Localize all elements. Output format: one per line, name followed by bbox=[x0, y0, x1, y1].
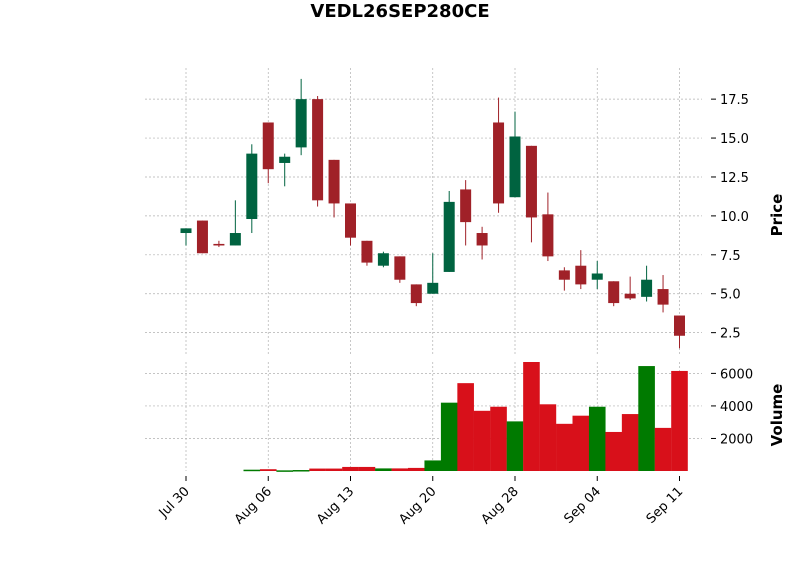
volume-bar bbox=[490, 406, 507, 471]
candle-body bbox=[361, 240, 373, 263]
price-tick-label: 7.5 bbox=[720, 249, 741, 264]
candle-body bbox=[345, 203, 356, 238]
volume-bar bbox=[358, 466, 376, 471]
candle-body bbox=[377, 253, 389, 266]
volume-bar bbox=[638, 366, 655, 471]
price-axis: 2.5 5.0 7.5 10.0 12.5 15.0 17.5 bbox=[711, 93, 749, 342]
candles-layer bbox=[180, 78, 685, 349]
candle-body bbox=[213, 243, 225, 246]
candle-body bbox=[575, 265, 587, 285]
volume-bar bbox=[408, 467, 425, 471]
price-axis-label: Price bbox=[768, 194, 786, 237]
price-tick-label: 2.5 bbox=[720, 327, 741, 342]
candle-body bbox=[657, 289, 669, 305]
price-tick-label: 15.0 bbox=[720, 132, 749, 147]
price-tick-label: 17.5 bbox=[720, 93, 749, 108]
chart-title: VEDL26SEP280CE bbox=[310, 1, 489, 22]
x-tick-label: Aug 20 bbox=[396, 484, 439, 527]
candle-body bbox=[196, 220, 208, 254]
volume-bar bbox=[605, 431, 622, 471]
candle-body bbox=[246, 153, 258, 220]
candle-body bbox=[460, 189, 472, 223]
x-tick-label: Sep 04 bbox=[562, 484, 605, 527]
candle-body bbox=[476, 233, 488, 246]
volume-bar bbox=[588, 406, 606, 471]
price-tick-label: 10.0 bbox=[720, 210, 749, 225]
candle-body bbox=[509, 136, 521, 198]
volume-bar bbox=[325, 468, 343, 471]
candle-body bbox=[608, 281, 620, 304]
candle-body bbox=[443, 201, 455, 272]
candle-body bbox=[229, 233, 241, 246]
candle-body bbox=[180, 228, 192, 234]
volume-bar bbox=[473, 410, 491, 471]
candle-body bbox=[674, 315, 685, 336]
candle-body bbox=[279, 156, 291, 163]
volume-tick-label: 4000 bbox=[720, 400, 753, 415]
volume-bar bbox=[309, 468, 326, 471]
volume-tick-label: 6000 bbox=[720, 367, 753, 382]
candle-body bbox=[542, 214, 554, 257]
volume-bar bbox=[342, 466, 359, 471]
price-grid bbox=[145, 68, 702, 356]
volume-axis-label: Volume bbox=[768, 384, 786, 447]
volume-axis: 2000 4000 6000 bbox=[711, 367, 753, 447]
volume-bar bbox=[671, 370, 688, 471]
x-axis: Jul 30 Aug 06 Aug 13 Aug 20 Aug 28 Sep 04 Sep … bbox=[156, 476, 687, 527]
volume-bar bbox=[457, 383, 474, 471]
price-tick-label: 5.0 bbox=[720, 288, 741, 303]
volume-bar bbox=[276, 470, 293, 472]
candle-body bbox=[295, 99, 307, 148]
candle-body bbox=[427, 282, 439, 294]
volume-bar bbox=[572, 415, 590, 471]
candle-body bbox=[641, 279, 653, 297]
candle-body bbox=[328, 159, 340, 204]
volume-bar bbox=[440, 402, 458, 471]
volume-bar bbox=[523, 362, 540, 471]
x-tick-label: Aug 06 bbox=[232, 484, 275, 527]
volume-tick-label: 2000 bbox=[720, 432, 753, 447]
candle-body bbox=[410, 284, 422, 304]
volume-bar bbox=[292, 470, 310, 472]
volume-bar bbox=[391, 468, 409, 471]
x-tick-label: Aug 13 bbox=[314, 484, 357, 527]
candle-body bbox=[493, 122, 505, 204]
candle-body bbox=[624, 293, 636, 299]
candle-body bbox=[262, 122, 274, 170]
volume-bar bbox=[259, 469, 277, 471]
candle-body bbox=[312, 99, 324, 201]
candle-body bbox=[394, 256, 406, 280]
volume-bar bbox=[654, 427, 672, 471]
x-tick-label: Jul 30 bbox=[156, 484, 193, 521]
candle-body bbox=[591, 273, 603, 280]
volume-layer bbox=[243, 362, 688, 472]
volume-bar bbox=[243, 469, 261, 472]
volume-bar bbox=[556, 423, 573, 471]
x-tick-label: Aug 28 bbox=[479, 484, 522, 527]
candle-body bbox=[525, 145, 537, 218]
volume-bar bbox=[424, 460, 442, 471]
candle-body bbox=[558, 270, 570, 280]
x-tick-label: Sep 11 bbox=[644, 484, 687, 527]
volume-bar bbox=[506, 421, 524, 471]
volume-bar bbox=[621, 414, 639, 471]
volume-bar bbox=[375, 468, 392, 471]
price-tick-label: 12.5 bbox=[720, 171, 749, 186]
volume-bar bbox=[539, 404, 557, 471]
